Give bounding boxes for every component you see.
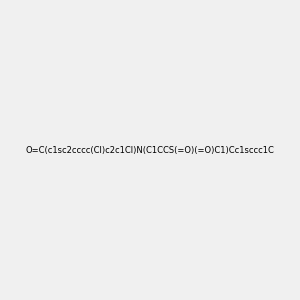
Text: O=C(c1sc2cccc(Cl)c2c1Cl)N(C1CCS(=O)(=O)C1)Cc1sccc1C: O=C(c1sc2cccc(Cl)c2c1Cl)N(C1CCS(=O)(=O)C… [26, 146, 275, 154]
